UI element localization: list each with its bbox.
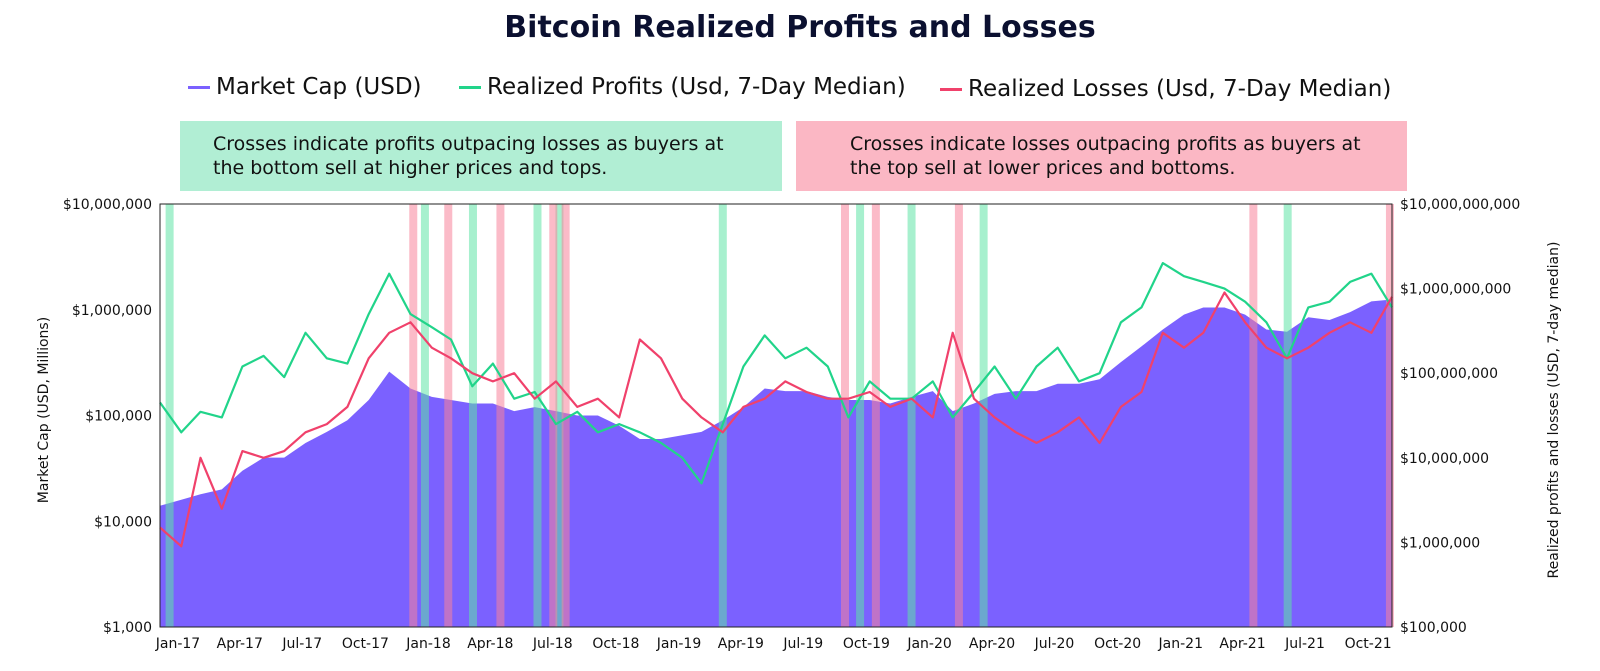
loss-cross-band xyxy=(1385,204,1394,627)
loss-cross-band xyxy=(444,204,453,627)
y-right-tick-label: $100,000 xyxy=(1400,620,1467,636)
x-tick-label: Oct-19 xyxy=(843,636,890,652)
profit-cross-band xyxy=(907,204,916,627)
x-tick-label: Apr-19 xyxy=(718,636,764,652)
legend-swatch-realized-losses xyxy=(940,87,962,91)
chart-legend: Market Cap (USD) Realized Profits (Usd, … xyxy=(0,72,1600,106)
loss-cross-band xyxy=(409,204,418,627)
y-right-tick-label: $10,000,000 xyxy=(1400,451,1489,467)
y-axis-left-title: Market Cap (USD, Millions) xyxy=(36,317,52,503)
x-tick-label: Jul-19 xyxy=(782,636,823,652)
y-left-tick-label: $1,000 xyxy=(103,620,152,636)
loss-cross-note-line-1: Crosses indicate losses outpacing profit… xyxy=(850,133,1361,155)
x-tick-label: Jan-19 xyxy=(656,636,701,652)
x-tick-label: Oct-21 xyxy=(1345,636,1392,652)
chart-title: Bitcoin Realized Profits and Losses xyxy=(504,10,1096,45)
loss-cross-band xyxy=(549,204,558,627)
y-right-tick-label: $100,000,000 xyxy=(1400,366,1498,382)
profit-cross-band xyxy=(856,204,865,627)
profit-cross-band xyxy=(468,204,477,627)
profit-cross-band xyxy=(533,204,542,627)
y-left-tick-label: $1,000,000 xyxy=(72,303,152,319)
legend-item-realized-profits: Realized Profits (Usd, 7-Day Median) xyxy=(459,74,906,100)
legend-label-realized-losses: Realized Losses (Usd, 7-Day Median) xyxy=(968,76,1392,102)
profit-cross-band xyxy=(1283,204,1292,627)
x-tick-label: Jul-18 xyxy=(532,636,573,652)
y-left-tick-label: $100,000 xyxy=(85,409,152,425)
x-tick-label: Oct-20 xyxy=(1094,636,1141,652)
profit-cross-band xyxy=(420,204,429,627)
loss-cross-note-line-2: the top sell at lower prices and bottoms… xyxy=(850,157,1236,179)
plot-frame-layer xyxy=(159,203,1393,628)
loss-cross-band xyxy=(496,204,505,627)
x-tick-label: Jul-17 xyxy=(281,636,322,652)
x-tick-label: Apr-20 xyxy=(969,636,1015,652)
x-tick-label: Apr-21 xyxy=(1219,636,1265,652)
y-left-tick-label: $10,000 xyxy=(94,514,152,530)
loss-cross-band xyxy=(561,204,570,627)
series-lines-layer xyxy=(159,262,1393,548)
market-cap-area xyxy=(160,299,1392,627)
x-tick-label: Jan-17 xyxy=(155,636,200,652)
x-tick-label: Oct-18 xyxy=(592,636,639,652)
profit-cross-note: Crosses indicate profits outpacing losse… xyxy=(180,121,782,191)
profit-cross-band xyxy=(979,204,988,627)
profit-cross-note-line-1: Crosses indicate profits outpacing losse… xyxy=(213,133,724,155)
y-right-tick-label: $10,000,000,000 xyxy=(1400,197,1520,213)
loss-cross-band xyxy=(1249,204,1258,627)
legend-label-realized-profits: Realized Profits (Usd, 7-Day Median) xyxy=(487,74,906,100)
market-cap-area-layer xyxy=(160,299,1392,627)
x-tick-label: Jan-20 xyxy=(906,636,951,652)
profit-cross-band xyxy=(555,204,564,627)
x-tick-label: Jul-21 xyxy=(1284,636,1325,652)
y-axis-right-title: Realized profits and losses (USD, 7-day … xyxy=(1546,242,1562,579)
profit-cross-band xyxy=(718,204,727,627)
plot-frame xyxy=(159,203,1393,628)
realized-profits-line xyxy=(159,262,1393,485)
profit-cross-note-line-2: the bottom sell at higher prices and top… xyxy=(213,157,608,179)
y-left-tick-label: $10,000,000 xyxy=(63,197,152,213)
legend-item-realized-losses: Realized Losses (Usd, 7-Day Median) xyxy=(940,76,1391,102)
x-tick-label: Jan-18 xyxy=(405,636,450,652)
x-tick-label: Jan-21 xyxy=(1158,636,1203,652)
loss-cross-band xyxy=(840,204,849,627)
y-right-tick-label: $1,000,000 xyxy=(1400,535,1480,551)
legend-label-market-cap: Market Cap (USD) xyxy=(216,74,422,100)
realized-losses-line xyxy=(159,291,1393,548)
loss-cross-band xyxy=(871,204,880,627)
x-tick-label: Apr-18 xyxy=(467,636,513,652)
loss-cross-note: Crosses indicate losses outpacing profit… xyxy=(796,121,1407,191)
legend-swatch-market-cap xyxy=(188,85,210,89)
legend-swatch-realized-profits xyxy=(459,85,481,89)
y-right-tick-label: $1,000,000,000 xyxy=(1400,282,1511,298)
x-tick-label: Jul-20 xyxy=(1034,636,1075,652)
x-tick-label: Apr-17 xyxy=(217,636,263,652)
tick-labels-layer: $1,000 $10,000 $100,000 $1,000,000 $10,000,0… xyxy=(63,197,1520,652)
legend-item-market-cap: Market Cap (USD) xyxy=(188,74,422,100)
loss-cross-band xyxy=(954,204,963,627)
x-tick-label: Oct-17 xyxy=(342,636,389,652)
